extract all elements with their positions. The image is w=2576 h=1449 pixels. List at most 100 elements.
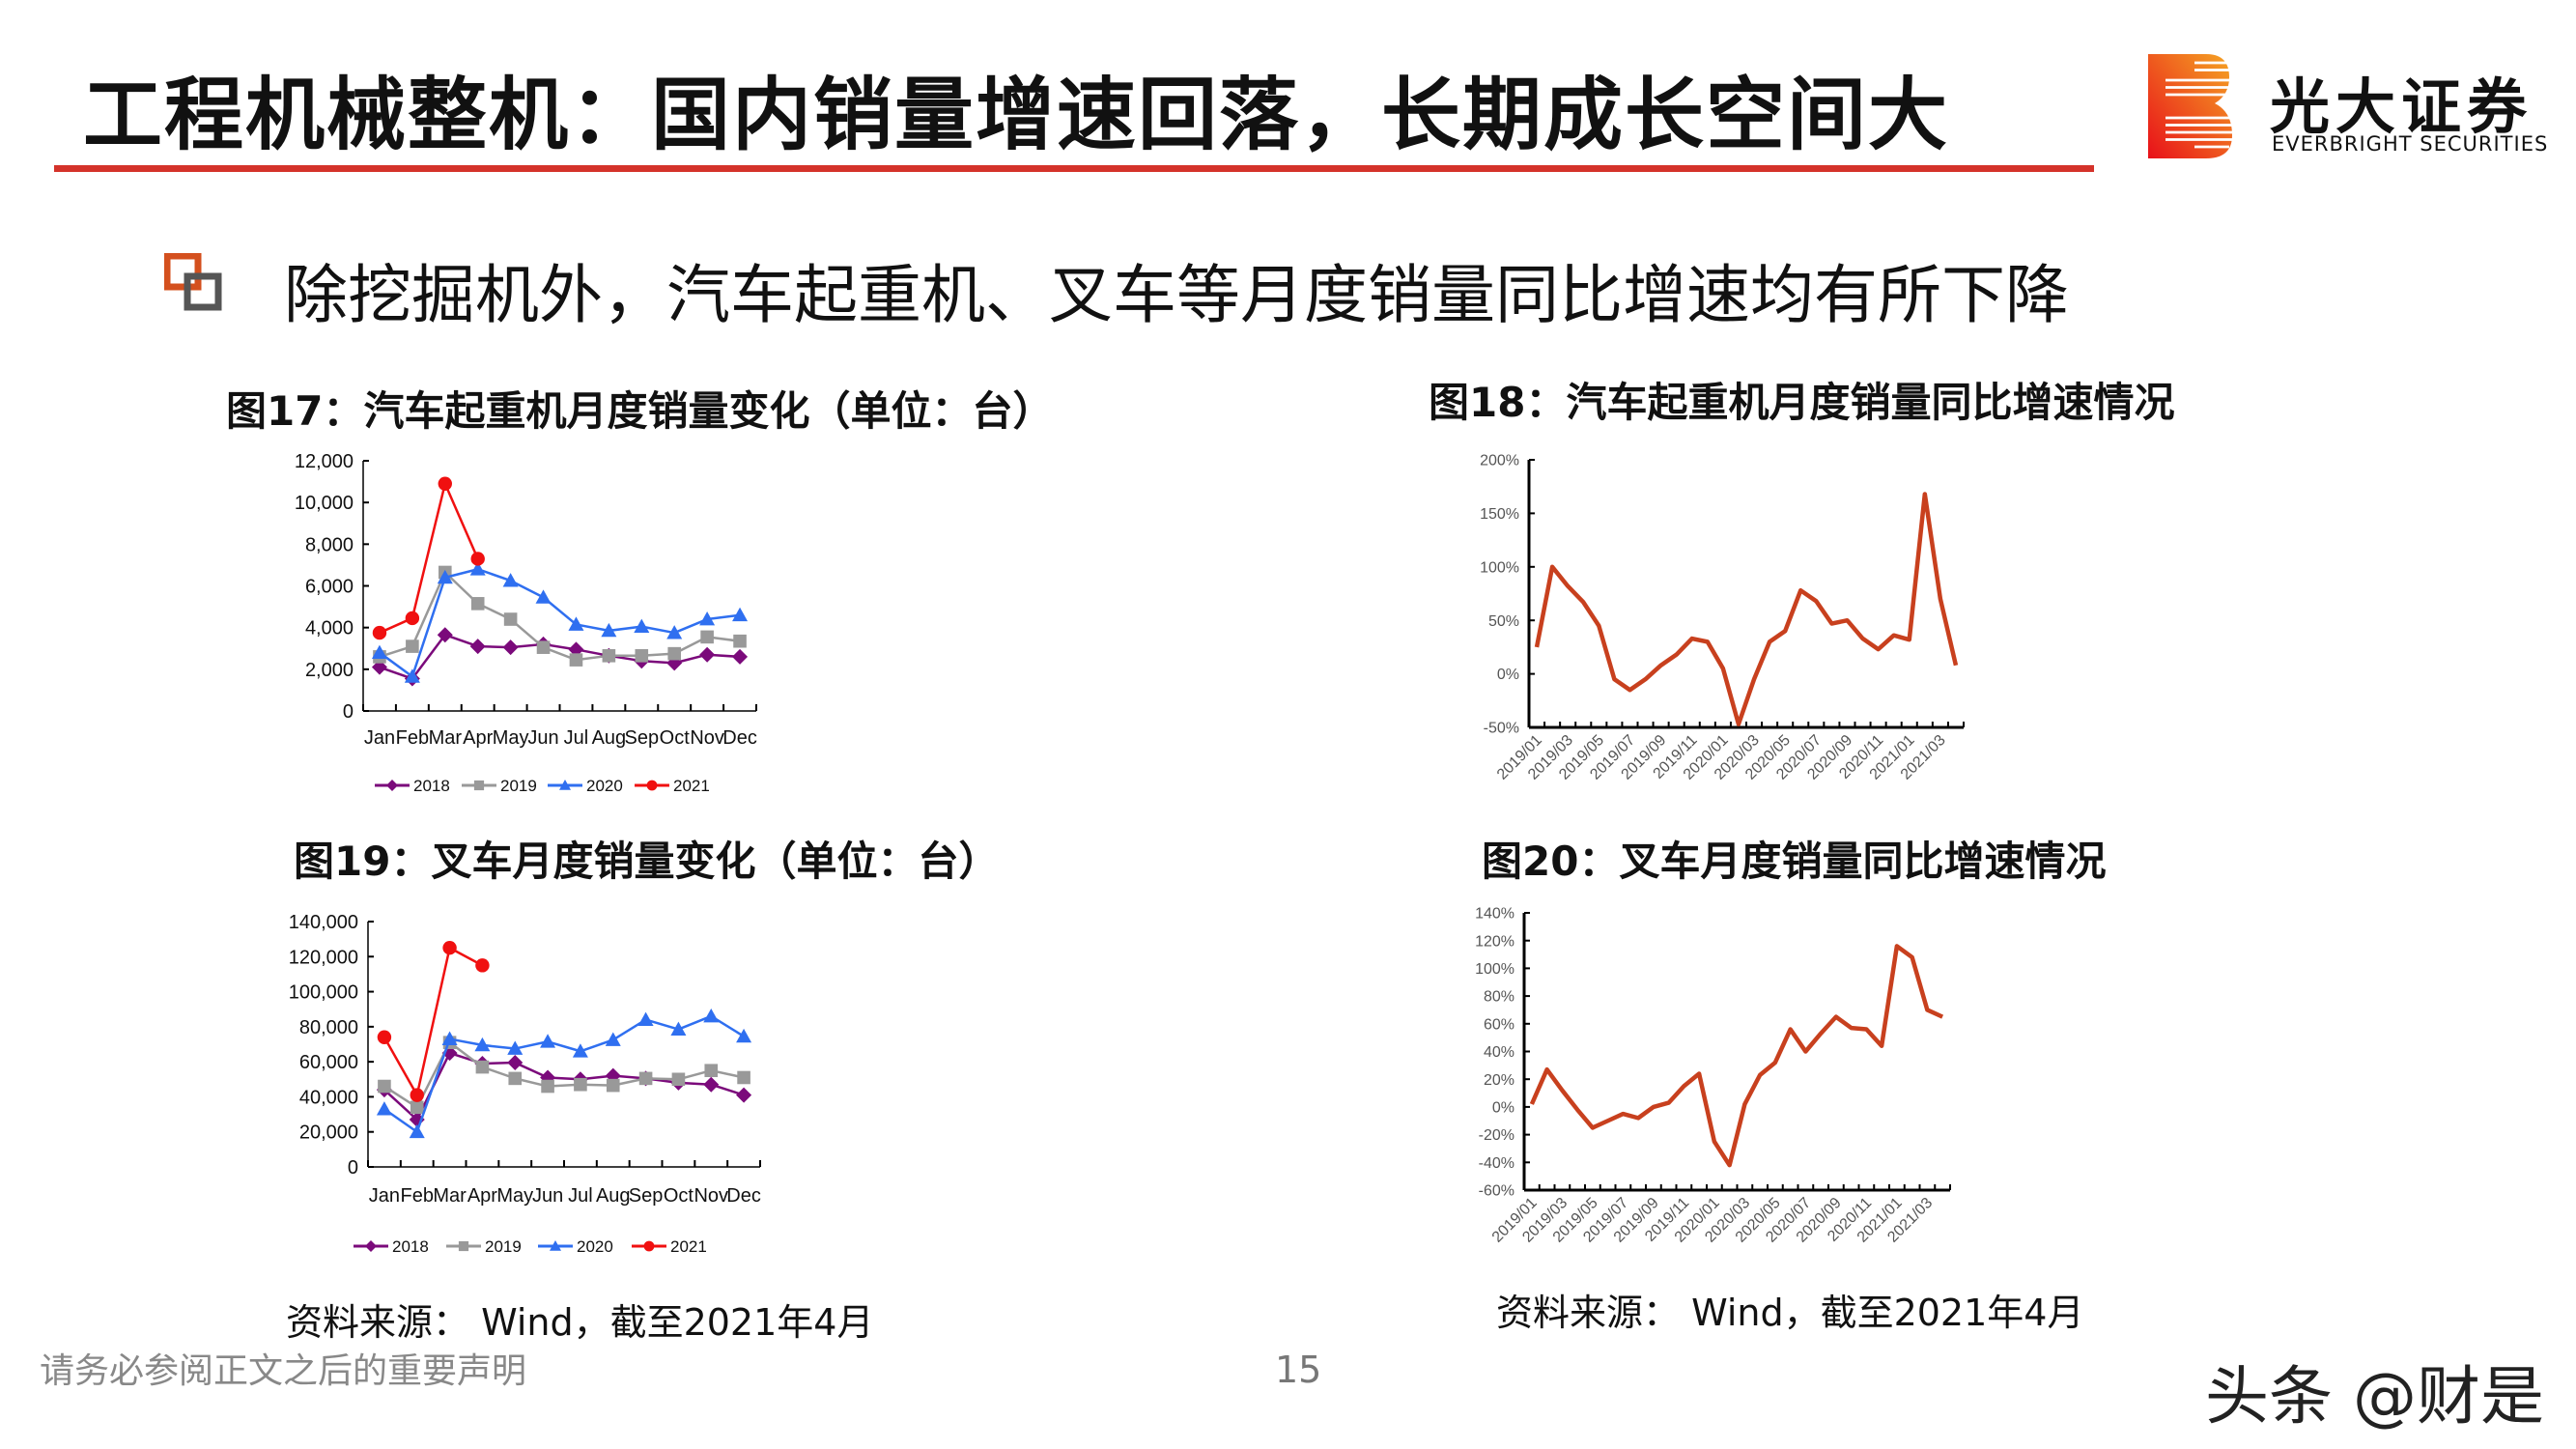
data-point-2020 (699, 611, 716, 626)
data-point-2018 (469, 639, 486, 655)
data-point-2020 (409, 1123, 425, 1139)
x-tick-label: Jan (364, 727, 395, 749)
legend-label-2020: 2020 (577, 1237, 613, 1256)
legend-marker-2021 (643, 1240, 655, 1252)
x-tick-label: Nov (694, 1185, 728, 1207)
legend-marker-2019 (473, 780, 485, 791)
y-tick-label: 8,000 (305, 534, 354, 555)
legend-label-2021: 2021 (670, 1237, 707, 1256)
x-tick-label: Dec (726, 1185, 761, 1207)
y-tick-label: 0% (1492, 1100, 1514, 1117)
data-point-2019 (406, 639, 419, 653)
series-line-2021 (382, 946, 484, 1096)
data-point-2021 (442, 941, 457, 955)
y-tick-label: -50% (1484, 721, 1519, 737)
data-point-2019 (606, 1078, 620, 1093)
y-tick-label: 100,000 (289, 982, 358, 1004)
legend-marker-2018 (365, 1240, 377, 1252)
data-point-2020 (502, 573, 519, 587)
page-number: 15 (1275, 1349, 1322, 1391)
series-line-yoy (1529, 944, 1944, 1168)
y-tick-label: 2,000 (305, 660, 354, 681)
legend-label-2019: 2019 (485, 1237, 522, 1256)
data-point-2019 (602, 649, 616, 663)
series-line-yoy (1534, 492, 1959, 726)
data-point-2020 (535, 589, 552, 604)
legend-label-2019: 2019 (500, 777, 537, 795)
y-tick-label: 20,000 (299, 1122, 358, 1144)
data-point-2020 (605, 1032, 621, 1046)
y-tick-label: 120% (1475, 933, 1514, 950)
x-tick-label: Feb (401, 1185, 434, 1207)
legend-label-2021: 2021 (673, 777, 710, 795)
disclaimer: 请务必参阅正文之后的重要声明 (40, 1351, 527, 1391)
legend-marker-2018 (386, 780, 398, 791)
source-note-right: 资料来源： Wind，截至2021年4月 (1496, 1292, 2084, 1334)
data-point-2020 (736, 1028, 752, 1043)
x-tick-label: Dec (722, 727, 757, 749)
x-tick-label: Aug (592, 727, 627, 749)
y-tick-label: -40% (1479, 1155, 1514, 1172)
data-point-2020 (666, 625, 683, 639)
legend-marker-2021 (646, 780, 658, 791)
legend-label-2020: 2020 (586, 777, 623, 795)
data-point-2020 (507, 1040, 524, 1055)
x-tick-label: Sep (629, 1185, 664, 1207)
data-point-2020 (404, 668, 420, 683)
x-tick-label: Aug (596, 1185, 631, 1207)
x-tick-label: Apr (463, 727, 493, 749)
y-tick-label: 140,000 (289, 912, 358, 933)
data-point-2018 (437, 627, 453, 643)
data-point-2019 (638, 1071, 653, 1086)
y-tick-label: 200% (1480, 453, 1519, 469)
data-point-2020 (703, 1008, 720, 1023)
x-tick-label: Feb (396, 727, 429, 749)
data-point-2020 (474, 1037, 491, 1052)
y-tick-label: 6,000 (305, 577, 354, 598)
data-point-2019 (700, 630, 714, 644)
data-point-2018 (703, 1076, 720, 1093)
data-point-2021 (405, 611, 420, 626)
legend-marker-2020 (559, 780, 571, 790)
logo-text-en: EVERBRIGHT SECURITIES (2272, 132, 2549, 156)
data-point-2021 (410, 1088, 424, 1102)
y-tick-label: 40% (1484, 1044, 1514, 1061)
y-tick-label: 80,000 (299, 1017, 358, 1038)
title-underline (54, 165, 2094, 172)
chart-fig18: -50%0%50%100%150%200%2019/012019/032019/… (1480, 453, 1965, 783)
x-tick-label: May (493, 727, 529, 749)
x-tick-label: Oct (664, 1185, 694, 1207)
data-point-2019 (410, 1100, 424, 1115)
x-tick-label: Jun (527, 727, 558, 749)
data-point-2020 (441, 1031, 458, 1045)
data-point-2018 (736, 1087, 752, 1103)
data-point-2020 (469, 561, 486, 576)
y-tick-label: 60,000 (299, 1052, 358, 1073)
y-tick-label: 20% (1484, 1072, 1514, 1089)
x-tick-label: Jul (568, 1185, 593, 1207)
y-tick-label: 80% (1484, 989, 1514, 1006)
x-tick-label: Mar (429, 727, 463, 749)
y-tick-label: 60% (1484, 1016, 1514, 1033)
data-point-2019 (475, 1060, 490, 1074)
x-tick-label: Jun (532, 1185, 563, 1207)
x-tick-label: Apr (467, 1185, 497, 1207)
data-point-2020 (371, 644, 387, 659)
data-point-2020 (670, 1021, 687, 1036)
everbright-logo-icon (2148, 54, 2232, 158)
source-note-left: 资料来源： Wind，截至2021年4月 (286, 1301, 874, 1344)
data-point-2019 (541, 1079, 554, 1094)
series-line-2021 (379, 482, 479, 635)
data-point-2018 (502, 639, 519, 656)
y-tick-label: 140% (1475, 906, 1514, 923)
y-tick-label: 10,000 (295, 493, 354, 514)
x-tick-label: Oct (660, 727, 691, 749)
data-point-2021 (377, 1030, 392, 1044)
watermark: 头条 @财是 (2205, 1359, 2544, 1434)
chart-fig20: -60%-40%-20%0%20%40%60%80%100%120%140%20… (1475, 906, 1951, 1246)
figure-17-title: 图17：汽车起重机月度销量变化（单位：台） (226, 387, 1054, 435)
data-point-2019 (671, 1072, 686, 1087)
data-point-2020 (540, 1034, 556, 1048)
